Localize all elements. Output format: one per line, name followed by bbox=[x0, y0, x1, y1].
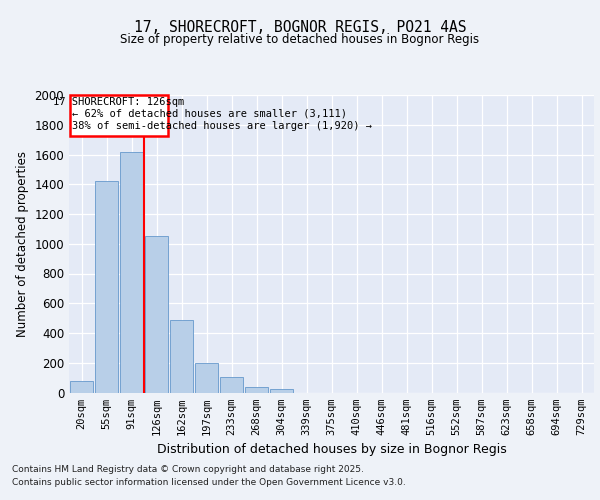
Bar bbox=[145, 236, 168, 392]
FancyBboxPatch shape bbox=[70, 95, 168, 136]
Bar bbox=[220, 377, 243, 392]
Bar bbox=[245, 386, 268, 392]
Bar bbox=[195, 363, 218, 392]
Bar bbox=[95, 182, 118, 392]
Text: 38% of semi-detached houses are larger (1,920) →: 38% of semi-detached houses are larger (… bbox=[72, 121, 372, 131]
Text: 17 SHORECROFT: 126sqm: 17 SHORECROFT: 126sqm bbox=[53, 96, 185, 106]
Text: Contains HM Land Registry data © Crown copyright and database right 2025.: Contains HM Land Registry data © Crown c… bbox=[12, 466, 364, 474]
Bar bbox=[120, 152, 143, 392]
X-axis label: Distribution of detached houses by size in Bognor Regis: Distribution of detached houses by size … bbox=[157, 443, 506, 456]
Y-axis label: Number of detached properties: Number of detached properties bbox=[16, 151, 29, 337]
Text: Size of property relative to detached houses in Bognor Regis: Size of property relative to detached ho… bbox=[121, 34, 479, 46]
Bar bbox=[70, 380, 93, 392]
Text: 17, SHORECROFT, BOGNOR REGIS, PO21 4AS: 17, SHORECROFT, BOGNOR REGIS, PO21 4AS bbox=[134, 20, 466, 35]
Bar bbox=[270, 389, 293, 392]
Text: Contains public sector information licensed under the Open Government Licence v3: Contains public sector information licen… bbox=[12, 478, 406, 487]
Text: ← 62% of detached houses are smaller (3,111): ← 62% of detached houses are smaller (3,… bbox=[72, 108, 347, 118]
Bar bbox=[170, 320, 193, 392]
